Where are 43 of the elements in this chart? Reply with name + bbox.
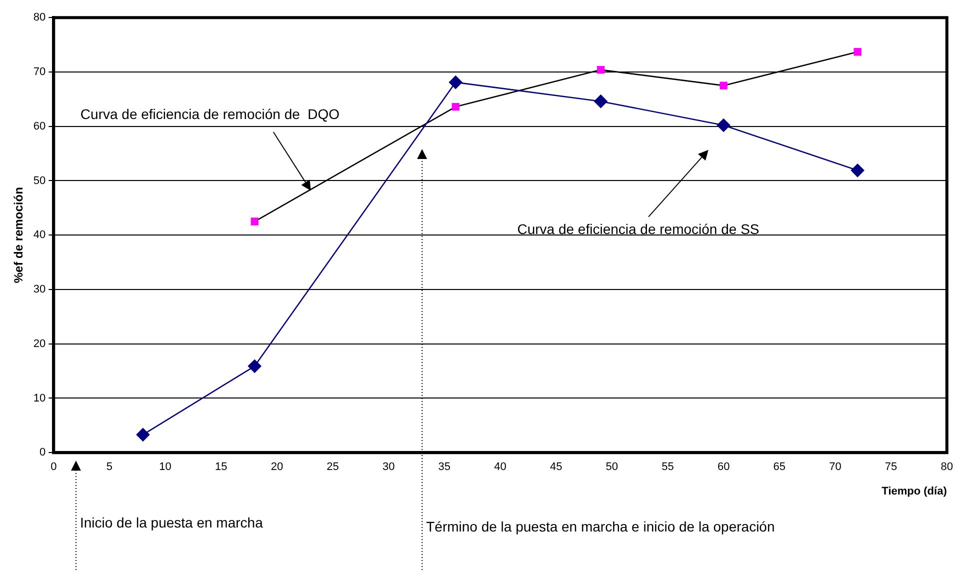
x-tick-label: 70 bbox=[829, 461, 842, 474]
x-tick-label: 65 bbox=[773, 461, 786, 474]
y-tick-label: 20 bbox=[33, 338, 46, 350]
y-tick-label: 70 bbox=[33, 66, 46, 78]
y-tick-label: 80 bbox=[33, 12, 46, 24]
point bbox=[250, 218, 258, 226]
point bbox=[596, 66, 605, 74]
annotation: Curva de eficiencia de remoción de SS bbox=[517, 220, 760, 237]
point bbox=[452, 102, 460, 111]
y-tick-label: 40 bbox=[33, 229, 46, 242]
point bbox=[594, 94, 608, 108]
x-tick-label: 75 bbox=[884, 461, 898, 474]
ref-line-label: Inicio de la puesta en marcha bbox=[80, 514, 264, 531]
x-tick-label: 60 bbox=[717, 461, 730, 474]
point bbox=[720, 82, 728, 90]
x-tick-label: 20 bbox=[270, 461, 284, 474]
x-axis-title: Tiempo (día) bbox=[882, 485, 948, 498]
x-tick-label: 50 bbox=[606, 461, 618, 474]
x-tick-label: 35 bbox=[438, 461, 451, 474]
point bbox=[854, 48, 862, 56]
x-tick-label: 30 bbox=[382, 461, 395, 474]
point bbox=[248, 359, 262, 373]
x-tick-label: 0 bbox=[50, 461, 57, 474]
point bbox=[136, 428, 150, 442]
x-tick-label: 80 bbox=[940, 461, 954, 474]
x-tick-label: 40 bbox=[494, 461, 506, 474]
y-tick-label: 60 bbox=[33, 120, 46, 132]
x-tick-label: 15 bbox=[214, 461, 228, 474]
y-tick-label: 10 bbox=[33, 392, 46, 404]
y-axis-title: %ef de remoción bbox=[12, 187, 26, 284]
x-tick-label: 45 bbox=[550, 461, 562, 474]
point bbox=[850, 164, 864, 178]
point bbox=[716, 118, 730, 132]
x-tick-label: 5 bbox=[106, 461, 113, 474]
y-tick-label: 50 bbox=[33, 174, 46, 187]
y-tick-label: 0 bbox=[40, 446, 46, 459]
x-tick-label: 55 bbox=[662, 461, 674, 474]
point bbox=[448, 76, 462, 89]
x-tick-label: 25 bbox=[326, 461, 339, 474]
y-tick-label: 30 bbox=[33, 284, 46, 296]
annotation: Curva de eficiencia de remoción de DQO bbox=[80, 106, 340, 122]
x-tick-label: 10 bbox=[159, 461, 172, 474]
ref-line-label: Término de la puesta en marcha e inicio de la operación bbox=[426, 518, 775, 535]
